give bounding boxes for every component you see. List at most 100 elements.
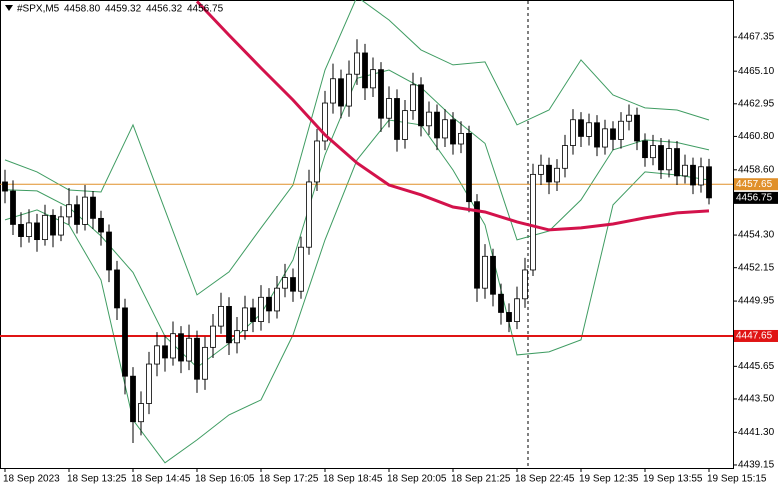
x-tick-label: 18 Sep 17:25	[259, 474, 319, 485]
candle-body	[634, 114, 640, 142]
candle-body	[74, 204, 80, 225]
y-tick-label: 4462.95	[738, 98, 775, 109]
candle-body	[522, 269, 528, 300]
candle-body	[154, 345, 160, 365]
ohlc-high: 4459.32	[105, 4, 142, 15]
candle-body	[490, 255, 496, 295]
y-tick-label: 4465.10	[738, 66, 775, 77]
x-tick-label: 18 Sep 13:25	[67, 474, 127, 485]
candle-body	[82, 196, 88, 225]
candle-body	[674, 148, 680, 177]
candle-body	[626, 114, 632, 122]
candle-body	[554, 167, 560, 183]
y-tick-label: 4439.15	[738, 460, 775, 471]
y-tick-label: 4458.60	[738, 164, 775, 175]
candle-body	[498, 293, 504, 313]
candle-body	[330, 78, 336, 104]
candle-body	[66, 204, 72, 218]
y-tick-label: 4454.30	[738, 230, 775, 241]
x-tick-label: 18 Sep 14:45	[131, 474, 191, 485]
candle-body	[602, 128, 608, 148]
candle-body	[10, 190, 16, 225]
candle-body	[586, 122, 592, 137]
x-tick-label: 19 Sep 13:55	[643, 474, 703, 485]
candle-body	[138, 403, 144, 423]
candle-body	[570, 119, 576, 146]
candle-body	[258, 296, 264, 322]
candle-body	[426, 111, 432, 127]
candle-body	[618, 120, 624, 140]
candle-body	[562, 145, 568, 169]
candle-body	[98, 217, 104, 233]
candle-body	[610, 128, 616, 140]
candle-body	[578, 119, 584, 137]
candle-body	[642, 140, 648, 159]
candle-body	[650, 145, 656, 159]
candle-body	[394, 98, 400, 140]
candle-body	[378, 69, 384, 119]
candle-body	[418, 84, 424, 127]
candle-body	[266, 296, 272, 312]
candle-body	[178, 333, 184, 362]
candle-body	[210, 325, 216, 348]
candle-body	[282, 277, 288, 289]
symbol-icon	[5, 5, 13, 11]
candle-body	[130, 375, 136, 423]
bollinger-upper	[4, 0, 710, 296]
candle-body	[474, 201, 480, 289]
candle-body	[410, 84, 416, 112]
candle-body	[186, 337, 192, 362]
price-tag-label: 4447.65	[736, 331, 773, 342]
candle-body	[506, 312, 512, 322]
candle-body	[274, 287, 280, 312]
ohlc-open: 4458.80	[64, 4, 101, 15]
x-tick-label: 18 Sep 21:25	[451, 474, 511, 485]
y-tick-label: 4467.35	[738, 32, 775, 43]
candle-body	[122, 307, 128, 377]
moving-average	[195, 0, 710, 232]
candle-body	[666, 148, 672, 171]
y-tick-label: 4441.30	[738, 427, 775, 438]
x-tick-label: 18 Sep 22:45	[515, 474, 575, 485]
candle-body	[146, 363, 152, 404]
ohlc-close: 4456.75	[187, 4, 224, 15]
price-tag-label: 4456.75	[736, 193, 773, 204]
candle-body	[658, 145, 664, 171]
candle-body	[370, 69, 376, 89]
candle-body	[306, 181, 312, 248]
candle-body	[402, 110, 408, 140]
price-tag-label: 4457.65	[736, 179, 773, 190]
candle-body	[202, 346, 208, 380]
y-tick-label: 4460.80	[738, 131, 775, 142]
candle-body	[226, 305, 232, 344]
x-tick-label: 18 Sep 16:05	[195, 474, 255, 485]
y-tick-label: 4445.65	[738, 361, 775, 372]
y-tick-label: 4449.95	[738, 296, 775, 307]
candle-body	[682, 164, 688, 177]
candle-body	[690, 164, 696, 186]
candle-body	[290, 277, 296, 292]
y-tick-label: 4443.50	[738, 394, 775, 405]
y-tick-label: 4452.15	[738, 262, 775, 273]
x-tick-label: 18 Sep 2023	[3, 474, 60, 485]
candle-body	[698, 166, 704, 186]
candle-body	[546, 164, 552, 183]
price-tag	[734, 178, 778, 191]
candle-body	[450, 119, 456, 145]
price-tag	[734, 329, 778, 342]
candle-body	[162, 345, 168, 359]
candle-body	[482, 255, 488, 289]
x-tick-label: 19 Sep 15:15	[707, 474, 767, 485]
candle-body	[706, 166, 712, 199]
candle-body	[90, 196, 96, 219]
candle-body	[242, 307, 248, 332]
candle-body	[458, 132, 464, 145]
ohlc-low: 4456.32	[146, 4, 183, 15]
candle-body	[58, 216, 64, 236]
candle-body	[170, 333, 176, 359]
x-tick-label: 18 Sep 20:05	[387, 474, 447, 485]
x-tick-label: 18 Sep 18:45	[323, 474, 383, 485]
candle-body	[218, 305, 224, 327]
candle-body	[250, 307, 256, 322]
candle-body	[362, 52, 368, 89]
